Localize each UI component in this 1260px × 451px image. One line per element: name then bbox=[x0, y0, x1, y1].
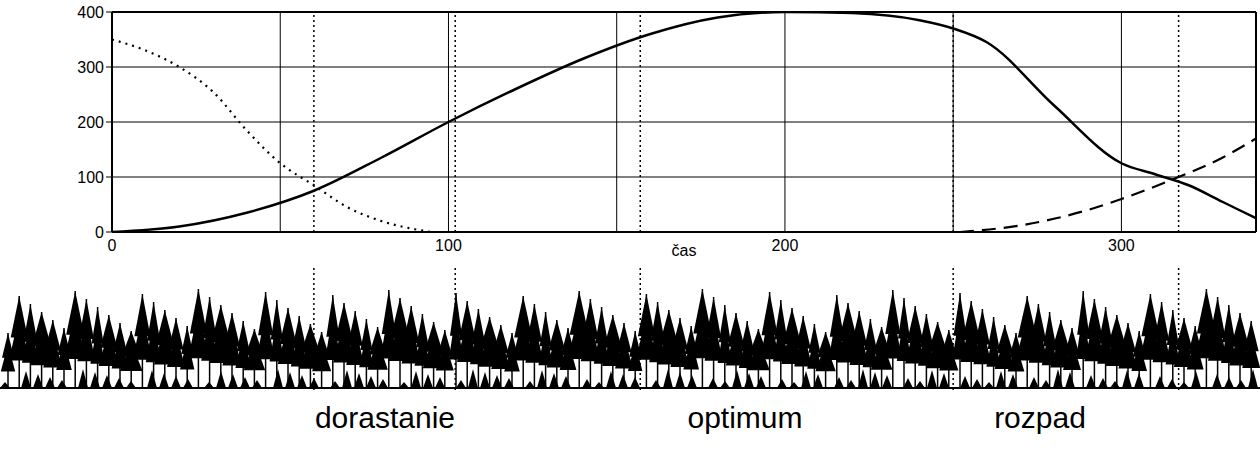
html-text:rozpad: rozpad bbox=[994, 401, 1086, 434]
svg-text:300: 300 bbox=[1108, 237, 1135, 254]
svg-text:čas: čas bbox=[672, 242, 697, 259]
svg-text:300: 300 bbox=[77, 59, 104, 76]
html-text:dorastanie: dorastanie bbox=[314, 401, 455, 434]
svg-text:0: 0 bbox=[95, 224, 104, 241]
svg-text:100: 100 bbox=[77, 169, 104, 186]
svg-text:0: 0 bbox=[108, 237, 117, 254]
svg-text:100: 100 bbox=[435, 237, 462, 254]
svg-text:400: 400 bbox=[77, 4, 104, 21]
html-text:optimum: optimum bbox=[687, 401, 803, 434]
svg-text:200: 200 bbox=[77, 114, 104, 131]
svg-text:200: 200 bbox=[772, 237, 799, 254]
